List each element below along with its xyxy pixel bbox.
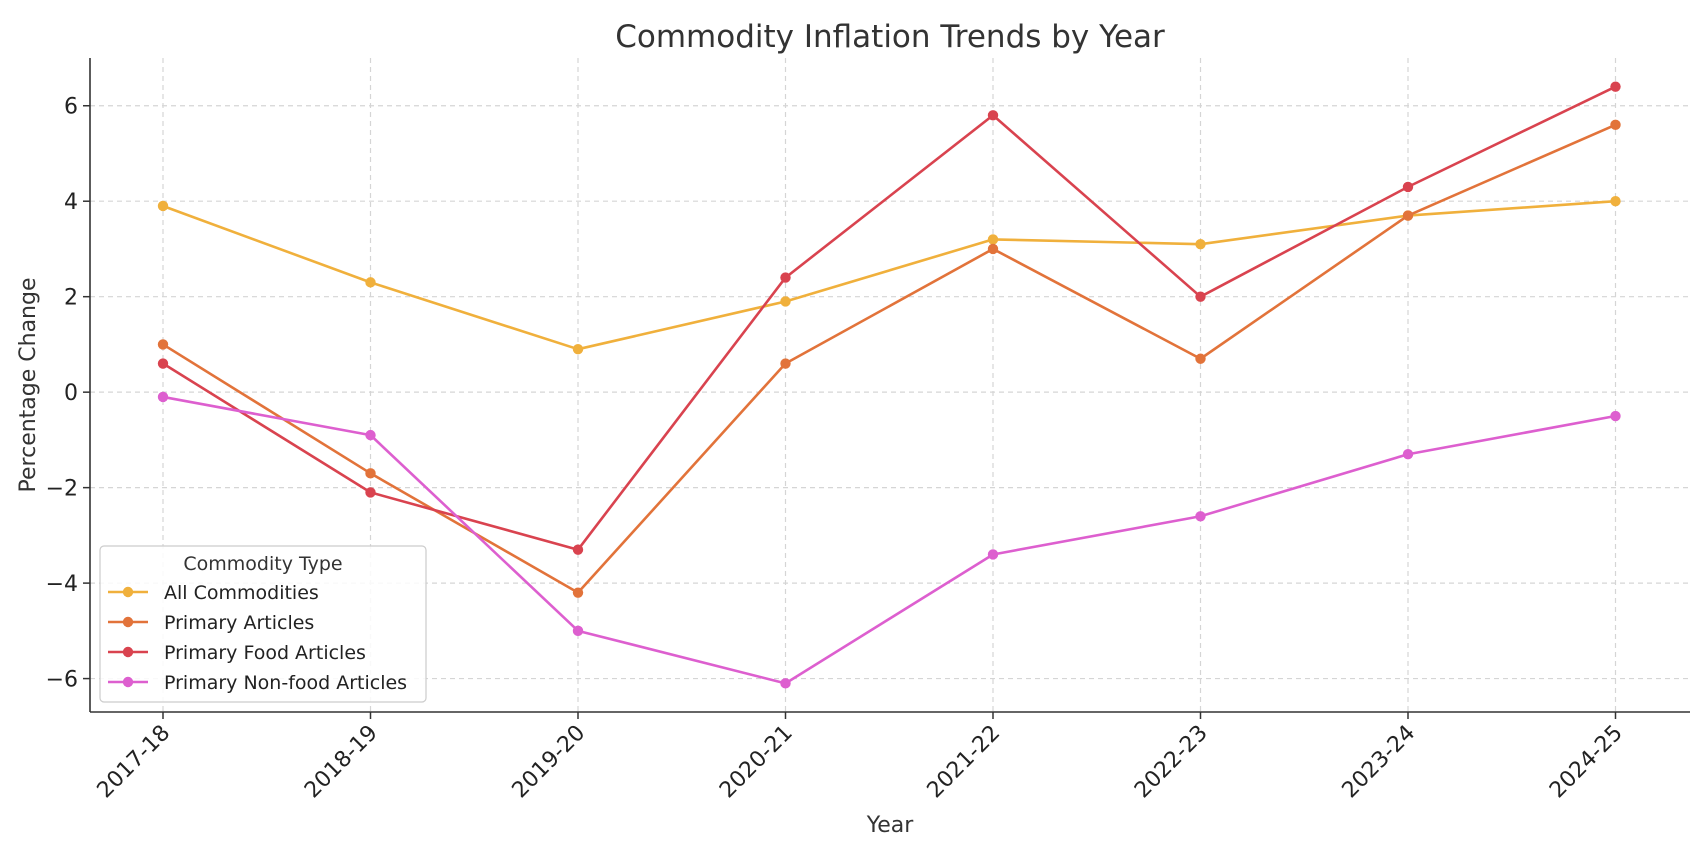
data-point (780, 272, 791, 283)
series-line (162, 85, 1617, 551)
chart-title: Commodity Inflation Trends by Year (615, 19, 1165, 55)
series-line (162, 199, 1616, 351)
legend-label: Primary Articles (164, 612, 314, 634)
legend-item: Primary Articles (108, 612, 314, 634)
x-tick-label: 2022-23 (1130, 721, 1213, 804)
legend-swatch-marker (122, 646, 134, 658)
data-point (572, 625, 584, 637)
data-point (365, 277, 376, 288)
data-point (365, 487, 376, 498)
series-primary-non-food-articles (157, 391, 1621, 689)
series-line (162, 395, 1616, 685)
data-point (1402, 449, 1414, 460)
x-axis-label: Year (866, 813, 915, 838)
legend: Commodity Type All Commodities Primary Ar… (99, 545, 427, 703)
x-tick-label: 2024-25 (1545, 721, 1628, 804)
y-tick-label: 2 (64, 286, 78, 311)
x-tick-label: 2020-21 (715, 721, 798, 804)
series-lines (157, 81, 1621, 689)
data-point (1195, 291, 1206, 302)
data-point (157, 358, 169, 369)
x-tick-label: 2021-22 (923, 721, 1006, 804)
data-point (365, 429, 376, 441)
y-tick-label: −4 (46, 572, 78, 597)
data-point (157, 200, 169, 212)
data-point (780, 296, 791, 307)
legend-swatch-marker (122, 586, 134, 598)
legend-swatch-marker (122, 616, 134, 628)
legend-box (99, 545, 427, 703)
y-tick-label: 0 (64, 381, 78, 406)
y-axis-label: Percentage Change (16, 278, 41, 493)
x-tick-label: 2018-19 (300, 721, 383, 804)
y-tick-label: 4 (64, 190, 78, 215)
x-tick-label: 2019-20 (508, 721, 591, 804)
x-tick-label: 2023-24 (1338, 721, 1421, 804)
legend-title: Commodity Type (183, 553, 342, 575)
data-point (1402, 210, 1414, 221)
legend-swatch-marker (122, 676, 134, 688)
data-point (1610, 196, 1621, 207)
legend-items: All Commodities Primary Articles Primary F… (108, 582, 407, 694)
data-point (987, 549, 999, 560)
legend-item: Primary Food Articles (108, 642, 366, 664)
data-point (1610, 119, 1621, 131)
data-point (780, 678, 791, 689)
y-tick-label: 6 (64, 95, 78, 120)
legend-label: Primary Non-food Articles (164, 672, 407, 694)
y-tick-label: −2 (46, 477, 78, 502)
legend-item: Primary Non-food Articles (108, 672, 407, 694)
grid (90, 58, 1690, 712)
data-point (780, 358, 791, 369)
data-point (987, 234, 999, 245)
data-point (987, 243, 999, 255)
data-point (572, 587, 584, 598)
series-primary-food-articles (157, 81, 1621, 555)
data-point (987, 110, 999, 121)
series-line (162, 123, 1617, 594)
data-point (1195, 511, 1206, 522)
data-point (1195, 353, 1206, 364)
y-tick-label: −6 (46, 668, 78, 693)
data-point (1195, 238, 1206, 250)
legend-label: Primary Food Articles (164, 642, 366, 664)
data-point (572, 544, 584, 555)
axes (89, 58, 1690, 713)
legend-label: All Commodities (164, 582, 319, 604)
data-point (1610, 81, 1621, 92)
data-point (1610, 410, 1621, 422)
data-point (157, 339, 169, 350)
data-point (572, 343, 584, 355)
x-tick-label: 2017-18 (93, 721, 176, 804)
data-point (157, 391, 169, 403)
series-primary-articles (157, 119, 1621, 598)
data-point (365, 468, 376, 479)
legend-item: All Commodities (108, 582, 319, 604)
data-point (1402, 181, 1414, 193)
